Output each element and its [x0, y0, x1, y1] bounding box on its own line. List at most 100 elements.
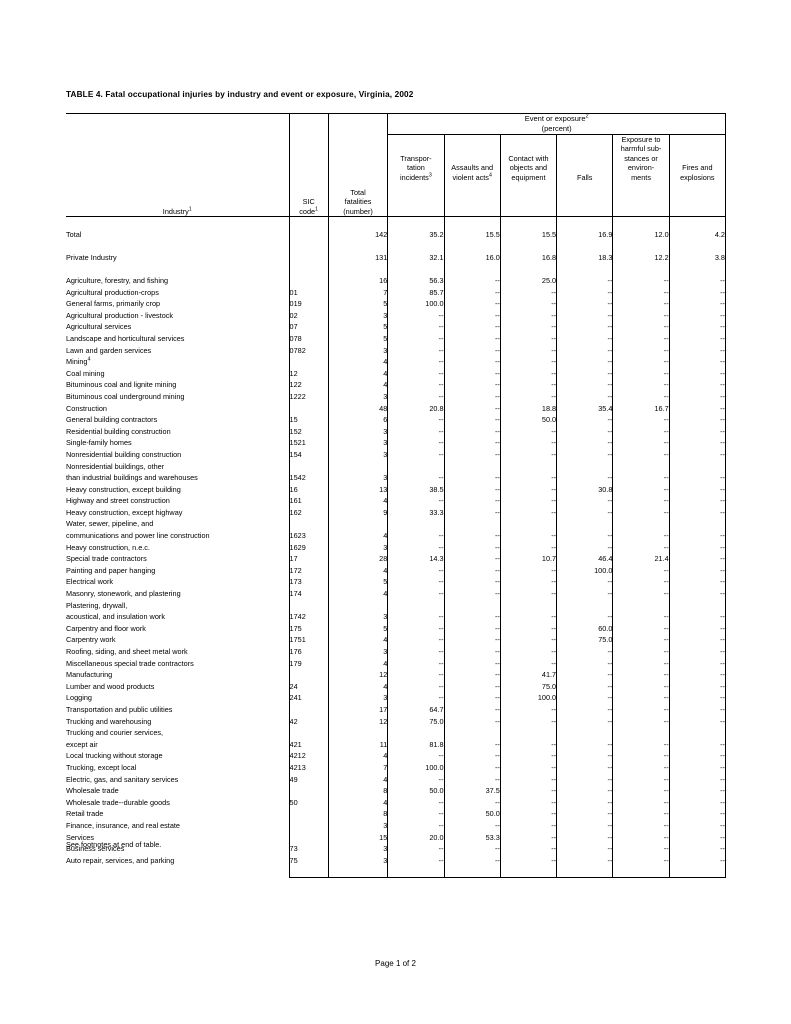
- header-line-3: stances or: [624, 153, 658, 163]
- cell-assaults-violent-acts: --: [443, 669, 501, 681]
- cell-industry: General building contractors: [66, 415, 158, 425]
- cell-sic-code: [288, 819, 329, 832]
- table-row: Electrical work 173 5 -- -- -- -- -- --: [66, 576, 727, 589]
- cell-transportation-incidents: --: [387, 472, 445, 484]
- cell-falls: --: [556, 715, 613, 728]
- header-spacer-6: [668, 182, 727, 218]
- cell-contact-objects-equipment: --: [499, 785, 557, 797]
- cell-total-fatalities: 3: [327, 646, 388, 658]
- cell-contact-objects-equipment: --: [499, 843, 557, 855]
- cell-fires-explosions: --: [668, 437, 727, 449]
- cell-total-fatalities: 4: [327, 680, 388, 693]
- cell-sic-code: [288, 808, 329, 820]
- table-row: Trucking and courier services,: [66, 727, 727, 739]
- header-line-4: environ-: [627, 163, 655, 173]
- table-row: Highway and street construction 161 4 -- -- -…: [66, 495, 727, 507]
- cell-industry: Construction: [66, 403, 107, 413]
- header-line-5: ments: [631, 172, 651, 182]
- cell-transportation-incidents: --: [387, 332, 445, 345]
- cell-total-fatalities: 3: [327, 390, 388, 403]
- header-spacer-2: [443, 182, 501, 218]
- cell-sic-code: 1521: [288, 437, 329, 449]
- cell-fires-explosions: --: [668, 553, 727, 565]
- cell-assaults-violent-acts: --: [443, 472, 501, 484]
- header-line-1: Transpor-: [400, 153, 432, 163]
- cell-falls: --: [556, 680, 613, 693]
- cell-sic-code: 1742: [288, 611, 329, 623]
- cell-assaults-violent-acts: --: [443, 390, 501, 403]
- cell-total-fatalities: 4: [327, 356, 388, 368]
- cell-exposure-harmful-substances: --: [612, 622, 670, 635]
- cell-fires-explosions: [668, 460, 727, 473]
- cell-fires-explosions: 4.2: [668, 228, 727, 241]
- table-row: Roofing, siding, and sheet metal work 176…: [66, 646, 727, 658]
- cell-contact-objects-equipment: 75.0: [499, 680, 557, 693]
- cell-industry: Landscape and horticultural services: [66, 333, 185, 343]
- cell-exposure-harmful-substances: --: [612, 437, 670, 449]
- table-row: Nonresidential buildings, other: [66, 460, 727, 473]
- cell-transportation-incidents: 35.2: [387, 228, 445, 241]
- cell-contact-objects-equipment: --: [499, 332, 557, 345]
- cell-assaults-violent-acts: --: [443, 622, 501, 635]
- spacer-cell: [387, 216, 445, 229]
- event-exposure-sublabel: (percent): [541, 124, 572, 133]
- cell-total-fatalities: 3: [327, 854, 388, 867]
- cell-transportation-incidents: --: [387, 808, 445, 820]
- cell-exposure-harmful-substances: [612, 599, 670, 612]
- cell-fires-explosions: --: [668, 715, 727, 728]
- cell-falls: --: [556, 611, 613, 623]
- cell-industry: Heavy construction, except highway: [66, 507, 183, 517]
- cell-falls: --: [556, 750, 613, 762]
- cell-falls: --: [556, 275, 613, 287]
- cell-total-fatalities: 13: [327, 483, 388, 496]
- cell-falls: [556, 727, 613, 739]
- cell-industry: Finance, insurance, and real estate: [66, 820, 180, 830]
- table-row: Miscellaneous special trade contractors 1…: [66, 657, 727, 670]
- cell-assaults-violent-acts: --: [443, 448, 501, 461]
- cell-exposure-harmful-substances: --: [612, 646, 670, 658]
- cell-assaults-violent-acts: --: [443, 750, 501, 762]
- cell-contact-objects-equipment: --: [499, 564, 557, 577]
- tail-c3: [499, 866, 557, 879]
- header-total-line-1: Total: [350, 187, 366, 197]
- cell-transportation-incidents: --: [387, 634, 445, 646]
- tail-c4: [556, 866, 613, 879]
- cell-transportation-incidents: --: [387, 356, 445, 368]
- cell-sic-code: 42: [288, 715, 329, 728]
- cell-assaults-violent-acts: --: [443, 657, 501, 670]
- tail-industry: [66, 866, 289, 878]
- cell-assaults-violent-acts: --: [443, 275, 501, 287]
- cell-total-fatalities: 5: [327, 332, 388, 345]
- cell-sic-code: 4212: [288, 750, 329, 762]
- spacer-cell: [66, 217, 289, 229]
- cell-transportation-incidents: --: [387, 344, 445, 357]
- cell-contact-objects-equipment: [499, 518, 557, 531]
- cell-total-fatalities: 6: [327, 414, 388, 426]
- cell-industry: communications and power line constructi…: [66, 531, 210, 541]
- cell-industry: Carpentry work: [66, 635, 116, 645]
- table-row: Lumber and wood products 24 4 -- -- 75.0 -- -- -…: [66, 680, 727, 693]
- cell-fires-explosions: --: [668, 541, 727, 554]
- cell-exposure-harmful-substances: 12.2: [612, 251, 670, 264]
- cell-sic-code: 0782: [288, 344, 329, 357]
- cell-contact-objects-equipment: --: [499, 657, 557, 670]
- cell-assaults-violent-acts: --: [443, 854, 501, 867]
- cell-total-fatalities: 8: [327, 785, 388, 797]
- cell-contact-objects-equipment: --: [499, 495, 557, 507]
- header-line-2: explosions: [680, 172, 715, 182]
- cell-transportation-incidents: [387, 518, 445, 531]
- table-row: Heavy construction, n.e.c. 1629 3 -- -- -- -- -…: [66, 541, 727, 554]
- cell-industry: Agriculture, forestry, and fishing: [66, 276, 169, 285]
- table-row: Business services 73 3 -- -- -- -- -- --: [66, 843, 727, 855]
- cell-fires-explosions: --: [668, 530, 727, 542]
- cell-sic-code: 75: [288, 854, 329, 867]
- cell-falls: --: [556, 298, 613, 310]
- cell-contact-objects-equipment: 100.0: [499, 692, 557, 704]
- cell-total-fatalities: 3: [327, 425, 388, 438]
- header-spacer-4: [556, 182, 613, 218]
- header-sic-line-2: code: [299, 206, 316, 216]
- header-col-exposure-harmful: Exposure to harmful sub- stances or envi…: [612, 134, 670, 183]
- cell-contact-objects-equipment: [499, 460, 557, 473]
- header-sup: 3: [428, 172, 432, 179]
- cell-falls: --: [556, 367, 613, 380]
